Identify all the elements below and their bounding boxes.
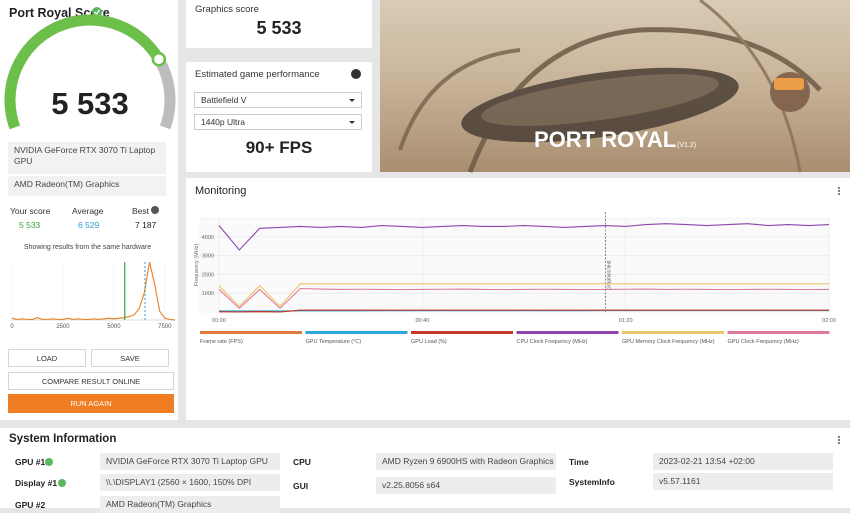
average-score: 6 529 xyxy=(78,220,99,230)
info-value: v5.57.1161 xyxy=(653,473,833,490)
banner xyxy=(380,0,850,172)
info-value: v2.25.8056 s64 xyxy=(376,477,556,494)
your-score: 5 533 xyxy=(19,220,40,230)
save-button[interactable]: SAVE xyxy=(91,349,169,367)
info-value: AMD Radeon(TM) Graphics xyxy=(100,496,280,513)
info-value: 2023-02-21 13:54 +02:00 xyxy=(653,453,833,470)
fps-estimate: 90+ FPS xyxy=(186,138,372,158)
score-value: 5 533 xyxy=(0,86,180,122)
info-value: AMD Ryzen 9 6900HS with Radeon Graphics xyxy=(376,453,556,470)
graphics-score-value: 5 533 xyxy=(186,18,372,39)
system-info-title: System Information xyxy=(9,433,116,445)
best-label: Best xyxy=(132,206,149,216)
info-label: Display #1 xyxy=(15,478,57,488)
hardware-gpu: AMD Radeon(TM) Graphics xyxy=(8,176,166,196)
distribution-subtitle: Showing results from the same hardware xyxy=(0,244,175,251)
run-again-button[interactable]: RUN AGAIN xyxy=(8,394,174,413)
info-label: GPU #2 xyxy=(15,500,45,510)
info-label: GUI xyxy=(293,481,308,491)
score-title: Port Royal Score xyxy=(9,6,110,20)
monitoring-panel xyxy=(186,178,850,420)
info-label: SystemInfo xyxy=(569,477,615,487)
info-label: GPU #1 xyxy=(15,457,45,467)
compare-button[interactable]: COMPARE RESULT ONLINE xyxy=(8,372,174,390)
graphics-score-title: Graphics score xyxy=(195,4,259,15)
game-performance-title: Estimated game performance xyxy=(195,69,320,80)
info-label: CPU xyxy=(293,457,311,467)
load-button[interactable]: LOAD xyxy=(8,349,86,367)
preset-select[interactable]: 1440p Ultra xyxy=(194,114,362,130)
best-score: 7 187 xyxy=(135,220,156,230)
info-value: \\.\DISPLAY1 (2560 × 1600, 150% DPI scal… xyxy=(100,474,280,491)
monitoring-title: Monitoring xyxy=(195,185,246,197)
hardware-gpu: NVIDIA GeForce RTX 3070 Ti Laptop GPU xyxy=(8,142,166,174)
average-label: Average xyxy=(72,206,104,216)
info-label: Time xyxy=(569,457,589,467)
your-score-label: Your score xyxy=(10,206,50,216)
info-value: NVIDIA GeForce RTX 3070 Ti Laptop GPU xyxy=(100,453,280,470)
game-select[interactable]: Battlefield V xyxy=(194,92,362,108)
